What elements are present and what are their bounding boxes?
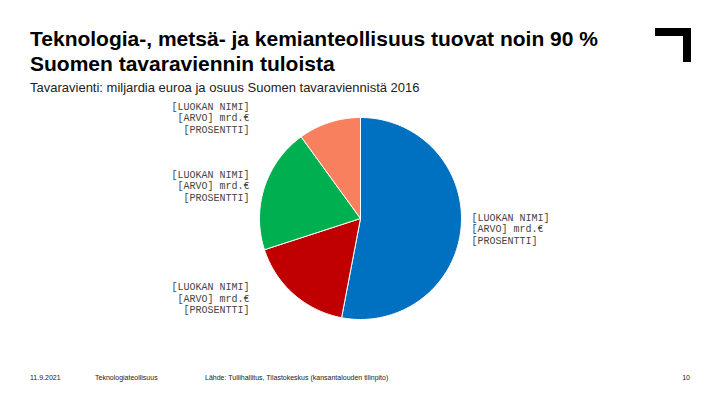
html-text:11.9.2021: 11.9.2021 <box>30 374 61 381</box>
svg-text:[LUOKAN NIMI][ARVO] mrd.€[PROS: [LUOKAN NIMI][ARVO] mrd.€[PROSENTTI] <box>171 282 249 316</box>
html-text:Tavaravienti: miljardia euroa: Tavaravienti: miljardia euroa ja osuus S… <box>30 80 420 95</box>
svg-text:[LUOKAN NIMI][ARVO] mrd.€[PROS: [LUOKAN NIMI][ARVO] mrd.€[PROSENTTI] <box>472 213 550 247</box>
svg-text:[LUOKAN NIMI][ARVO] mrd.€[PROS: [LUOKAN NIMI][ARVO] mrd.€[PROSENTTI] <box>171 102 249 136</box>
html-text:Teknologiateollisuus: Teknologiateollisuus <box>95 374 158 381</box>
html-text:Lähde: Tullihallitus, Tilastok: Lähde: Tullihallitus, Tilastokeskus (kan… <box>205 374 389 381</box>
svg-text:[LUOKAN NIMI][ARVO] mrd.€[PROS: [LUOKAN NIMI][ARVO] mrd.€[PROSENTTI] <box>171 170 249 204</box>
html-text:10: 10 <box>682 374 690 381</box>
html-text:Teknologia-, metsä- ja kemiant: Teknologia-, metsä- ja kemianteollisuus … <box>30 27 598 76</box>
